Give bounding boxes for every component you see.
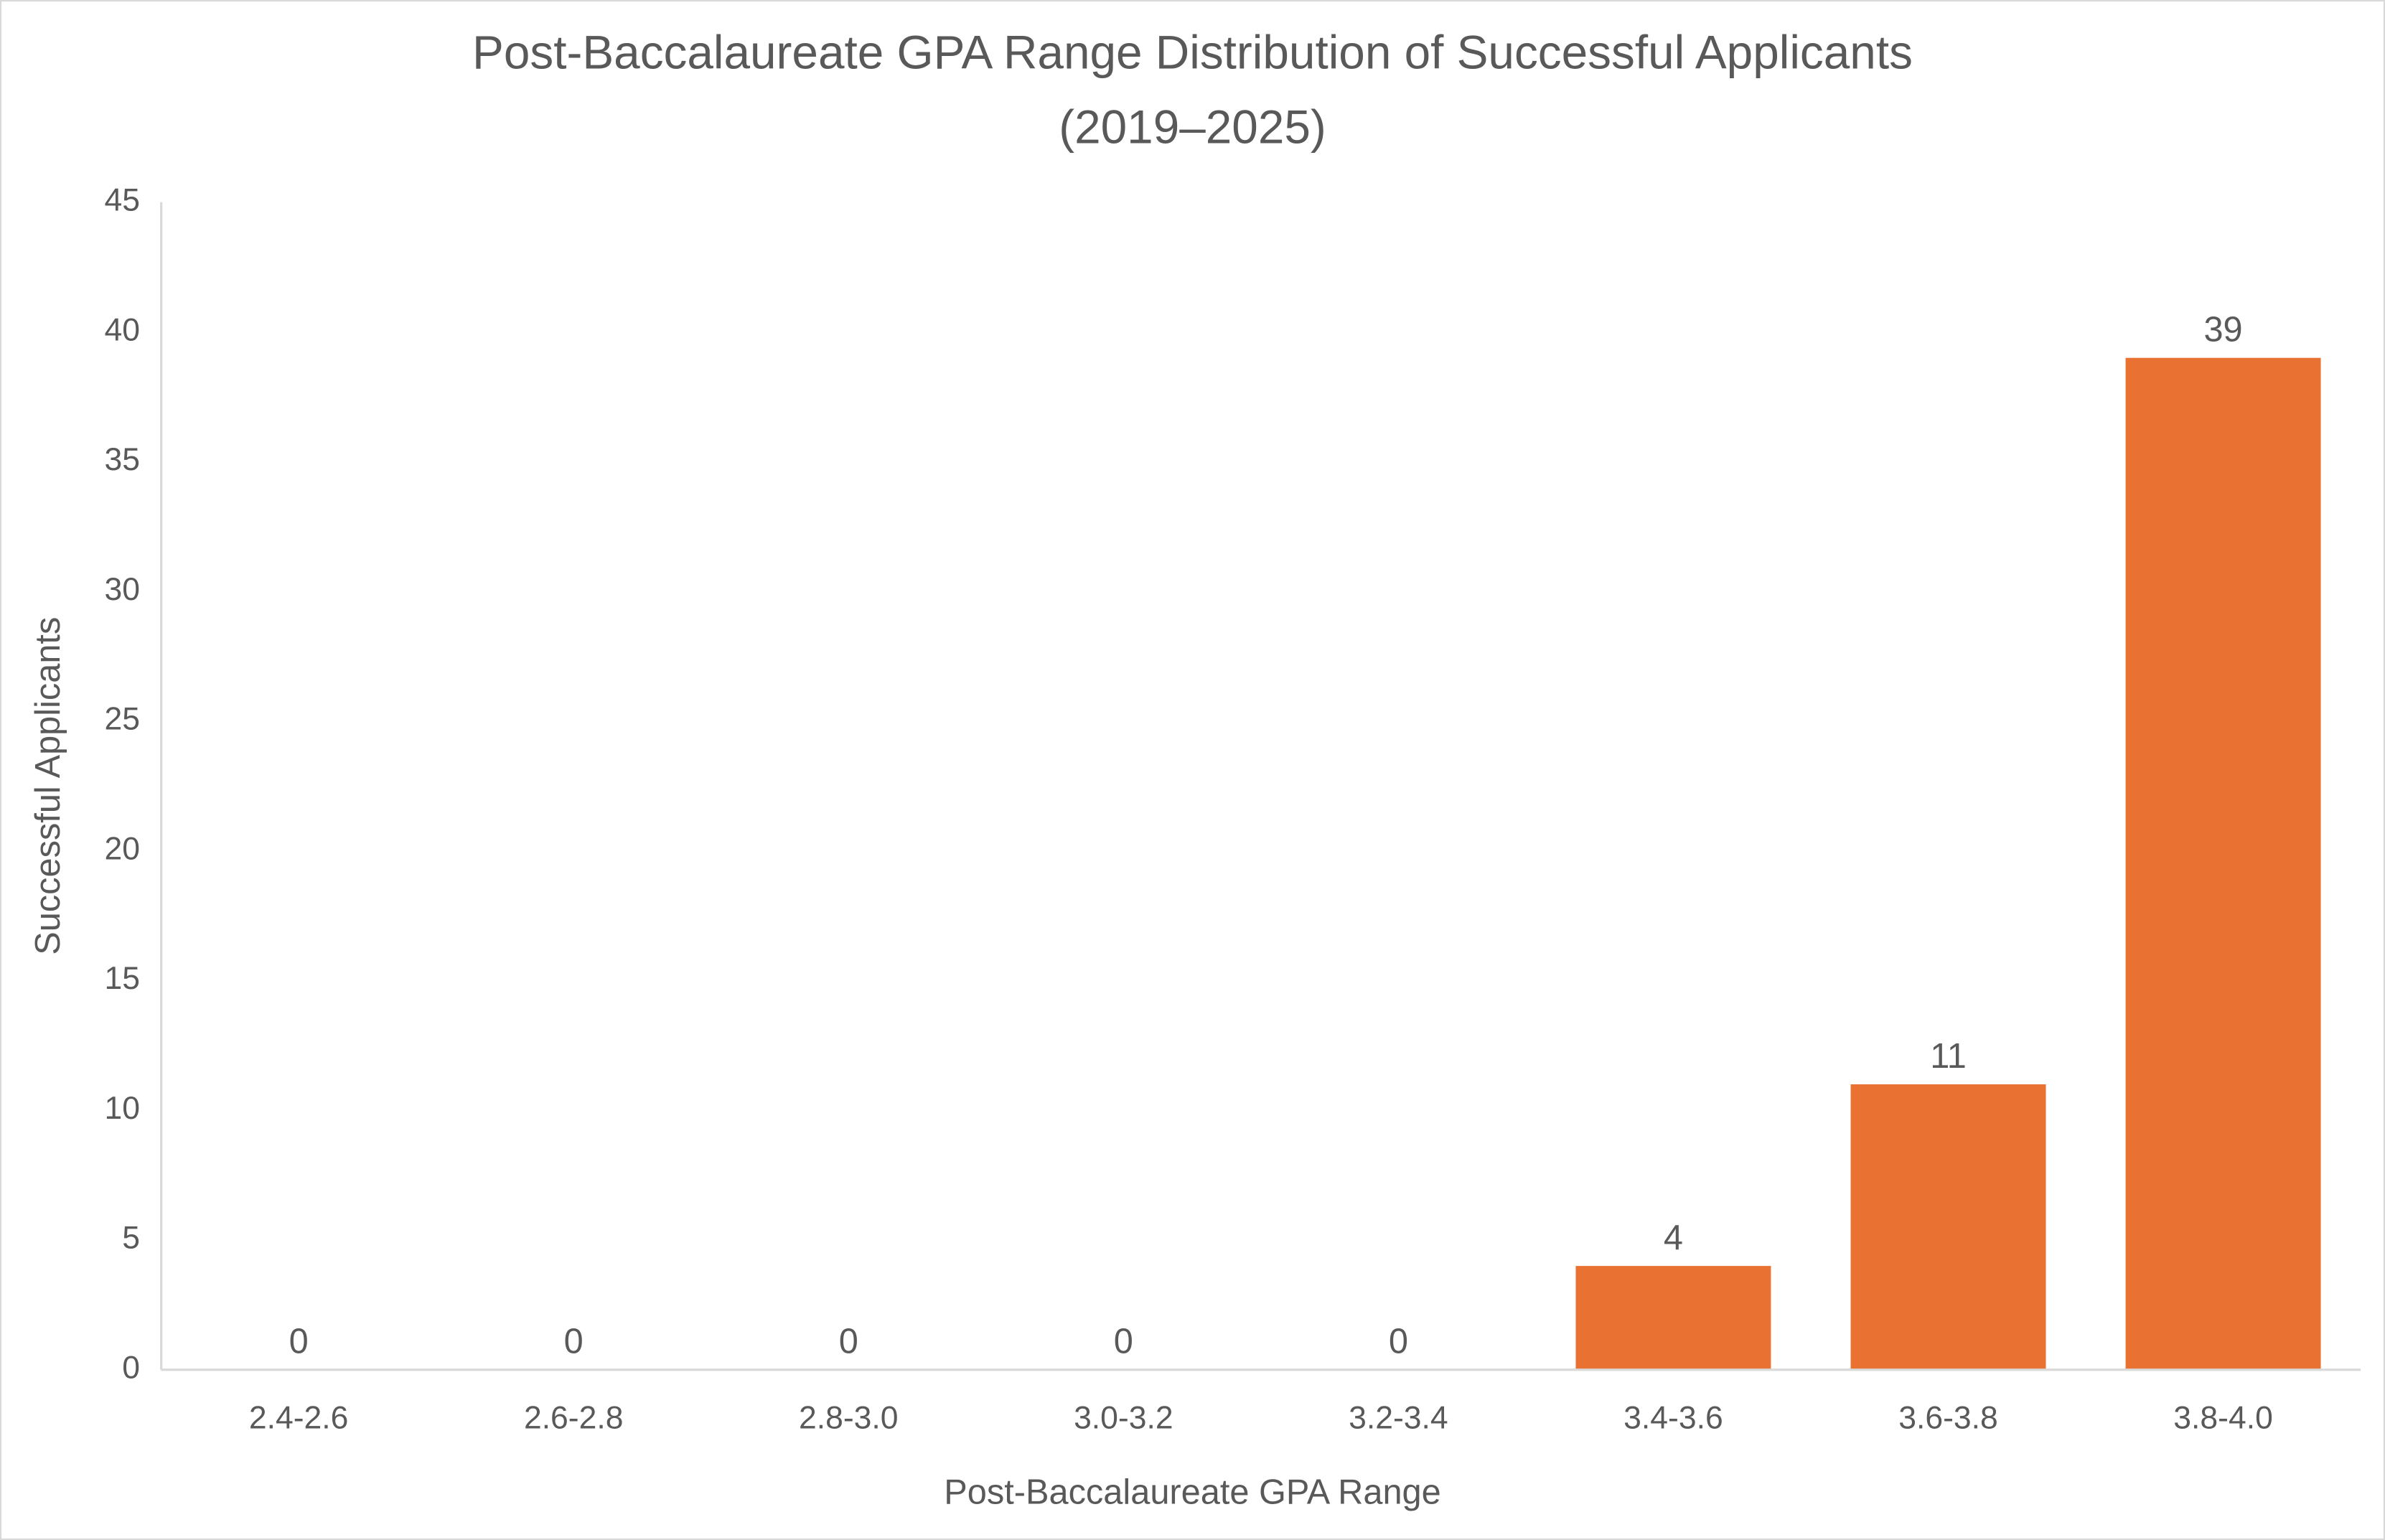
y-tick-label: 35 [104,442,139,477]
x-tick-label: 3.4-3.6 [1623,1400,1723,1435]
y-tick-label: 0 [122,1350,140,1385]
chart-title: Post-Baccalaureate GPA Range Distributio… [472,27,1913,79]
x-tick-label: 3.6-3.8 [1898,1400,1998,1435]
x-tick-label: 2.4-2.6 [249,1400,349,1435]
data-label: 0 [839,1323,858,1361]
y-tick-label: 5 [122,1221,140,1256]
bar [2125,357,2321,1370]
data-label: 11 [1930,1037,1967,1076]
x-axis-label: Post-Baccalaureate GPA Range [944,1473,1441,1511]
chart-subtitle: (2019–2025) [1059,101,1326,154]
y-tick-label: 40 [104,312,139,347]
x-tick-label: 2.8-3.0 [799,1400,899,1435]
data-label: 0 [564,1323,584,1361]
y-tick-label: 45 [104,183,139,218]
bar [1850,1084,2046,1370]
x-tick-label: 3.2-3.4 [1349,1400,1448,1435]
x-tick-label: 2.6-2.8 [524,1400,624,1435]
data-label: 39 [2203,311,2242,349]
y-tick-label: 30 [104,572,139,607]
y-axis-label: Successful Applicants [29,617,67,955]
y-tick-label: 20 [104,831,139,866]
y-tick-label: 10 [104,1091,139,1126]
x-tick-label: 3.0-3.2 [1074,1400,1173,1435]
x-tick-label: 3.8-4.0 [2173,1400,2273,1435]
data-label: 0 [1114,1323,1133,1361]
y-tick-label: 25 [104,702,139,737]
data-label: 4 [1664,1219,1683,1257]
bar [1575,1266,1771,1370]
data-label: 0 [289,1323,309,1361]
y-tick-label: 15 [104,961,139,996]
data-label: 0 [1389,1323,1408,1361]
